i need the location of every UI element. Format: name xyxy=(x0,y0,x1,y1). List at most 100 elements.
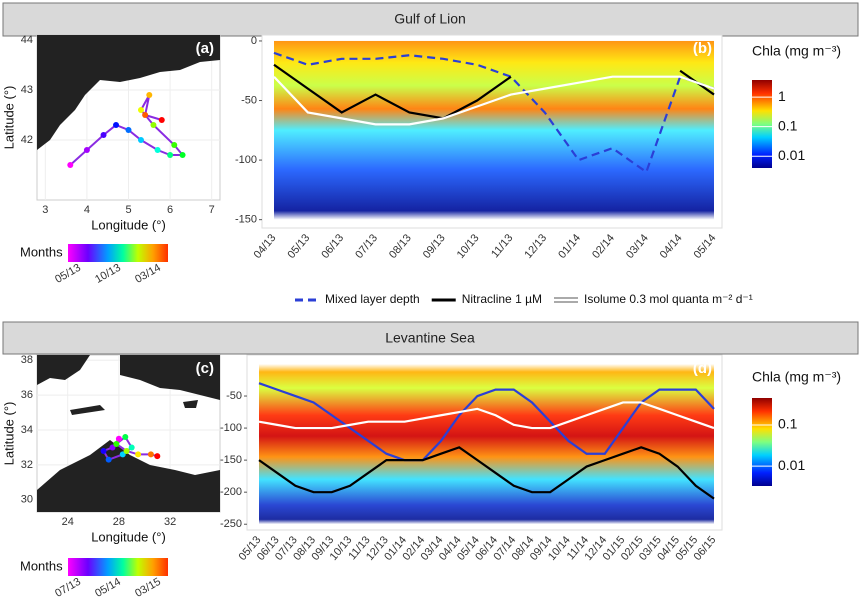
track-point xyxy=(179,152,186,158)
y-tick-label: -150 xyxy=(220,454,242,466)
x-tick-label: 12/13 xyxy=(522,232,549,261)
track-point xyxy=(115,435,122,442)
months-label: 07/13 xyxy=(53,576,83,600)
x-tick-label: 04/13 xyxy=(252,232,279,261)
track-point xyxy=(100,447,107,454)
x-tick-label: 5 xyxy=(125,204,131,216)
track-point xyxy=(128,444,135,451)
months-colorbar xyxy=(68,558,168,576)
months-title: Months xyxy=(20,244,63,259)
y-axis-title: Latitude (°) xyxy=(1,402,16,466)
y-tick-label: 32 xyxy=(21,459,33,471)
y-tick-label: 44 xyxy=(21,34,33,46)
colorbar-tick-label: 1 xyxy=(778,88,786,104)
months-title: Months xyxy=(20,558,63,573)
panel-label: (d) xyxy=(693,360,712,377)
y-tick-label: -250 xyxy=(220,518,242,530)
legend-label: Isolume 0.3 mol quanta m⁻² d⁻¹ xyxy=(584,292,753,306)
series-line xyxy=(273,51,715,174)
y-tick-label: 36 xyxy=(21,389,33,401)
track-point xyxy=(67,162,74,168)
track-point xyxy=(122,433,129,440)
x-tick-label: 4 xyxy=(84,204,90,216)
months-colorbar xyxy=(68,244,168,262)
months-label: 05/13 xyxy=(53,262,83,286)
y-axis-title: Latitude (°) xyxy=(1,86,16,150)
months-label: 03/15 xyxy=(133,576,163,600)
track-point xyxy=(113,440,120,447)
colorbar xyxy=(752,80,772,168)
track-point xyxy=(125,127,132,133)
legend-label: Mixed layer depth xyxy=(325,292,420,306)
panel-title: Gulf of Lion xyxy=(394,11,466,27)
track-point xyxy=(119,451,126,458)
panel-title: Levantine Sea xyxy=(385,330,475,346)
x-tick-label: 7 xyxy=(209,204,215,216)
track-point xyxy=(137,107,144,113)
track-point xyxy=(171,142,178,148)
track-point xyxy=(137,137,144,143)
track-point xyxy=(150,122,157,128)
x-tick-label: 03/14 xyxy=(624,232,651,261)
series-line xyxy=(258,401,715,430)
track-point xyxy=(154,453,161,460)
series-line xyxy=(258,382,715,462)
x-tick-label: 6 xyxy=(167,204,173,216)
x-tick-label: 02/14 xyxy=(590,232,617,261)
legend-label: Nitracline 1 µM xyxy=(462,292,542,306)
track-point xyxy=(100,132,107,138)
track-point xyxy=(135,451,142,458)
land xyxy=(37,355,220,512)
colorbar-tick-label: 0.01 xyxy=(778,457,805,473)
track-point xyxy=(147,451,154,458)
series-line xyxy=(273,75,715,126)
panel-label: (c) xyxy=(196,360,214,377)
track-point xyxy=(167,152,174,158)
x-tick-label: 04/14 xyxy=(658,232,685,261)
x-axis-title: Longitude (°) xyxy=(91,529,166,544)
colorbar-title: Chla (mg m⁻³) xyxy=(752,369,841,385)
panel-label: (b) xyxy=(693,40,712,57)
track-point xyxy=(83,147,90,153)
y-tick-label: 38 xyxy=(21,354,33,366)
colorbar-tick-label: 0.1 xyxy=(778,117,798,133)
y-tick-label: -200 xyxy=(220,486,242,498)
track-point xyxy=(109,444,116,451)
track-point xyxy=(142,112,149,118)
x-tick-label: 28 xyxy=(113,516,125,528)
colorbar-tick-label: 0.1 xyxy=(778,416,798,432)
track-point xyxy=(105,456,112,463)
land xyxy=(37,35,220,150)
y-tick-label: -50 xyxy=(241,94,257,106)
x-tick-label: 24 xyxy=(62,516,74,528)
y-tick-label: -50 xyxy=(226,390,242,402)
track-point xyxy=(123,447,130,454)
x-axis-title: Longitude (°) xyxy=(91,217,166,232)
track-point xyxy=(154,147,161,153)
y-tick-label: 34 xyxy=(21,424,33,436)
track-point xyxy=(146,92,153,98)
y-tick-label: -100 xyxy=(235,154,257,166)
x-tick-label: 01/14 xyxy=(556,232,583,261)
x-tick-label: 32 xyxy=(164,516,176,528)
y-tick-label: -150 xyxy=(235,214,257,226)
heatmap-background xyxy=(259,363,714,525)
colorbar-title: Chla (mg m⁻³) xyxy=(752,43,841,59)
y-tick-label: 42 xyxy=(21,134,33,146)
x-tick-label: 08/13 xyxy=(387,232,414,261)
x-tick-label: 09/13 xyxy=(421,232,448,261)
heatmap-background xyxy=(274,40,714,220)
y-tick-label: 0 xyxy=(251,35,257,47)
track-point xyxy=(158,117,165,123)
x-tick-label: 07/13 xyxy=(353,232,380,261)
months-label: 03/14 xyxy=(133,262,163,286)
panel-header xyxy=(2,2,859,37)
x-tick-label: 10/13 xyxy=(455,232,482,261)
months-label: 10/13 xyxy=(93,262,123,286)
colorbar-tick-label: 0.01 xyxy=(778,147,805,163)
track-point xyxy=(113,122,120,128)
x-tick-label: 05/14 xyxy=(692,232,719,261)
panel-header xyxy=(2,321,859,355)
x-tick-label: 06/13 xyxy=(319,232,346,261)
y-tick-label: -100 xyxy=(220,422,242,434)
